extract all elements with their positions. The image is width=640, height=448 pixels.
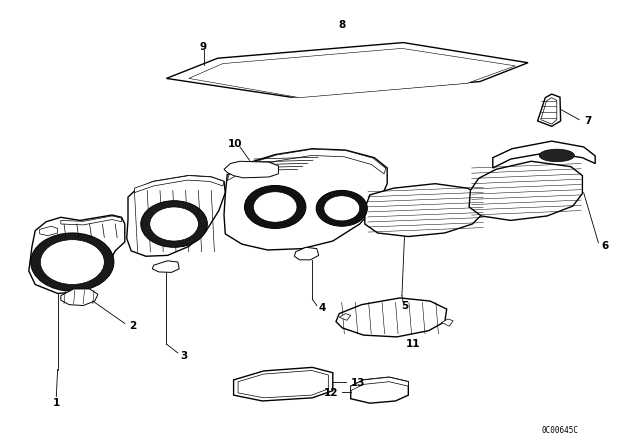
Polygon shape xyxy=(29,215,125,293)
Text: 5: 5 xyxy=(401,301,408,310)
Circle shape xyxy=(316,190,367,226)
Ellipse shape xyxy=(539,149,575,162)
Circle shape xyxy=(324,196,360,221)
Polygon shape xyxy=(538,94,561,126)
Circle shape xyxy=(31,233,114,291)
Circle shape xyxy=(150,207,198,241)
Polygon shape xyxy=(294,247,319,260)
Text: 0C00645C: 0C00645C xyxy=(541,426,579,435)
Text: 9: 9 xyxy=(200,42,207,52)
Polygon shape xyxy=(189,48,515,98)
Polygon shape xyxy=(127,176,225,256)
Polygon shape xyxy=(227,149,386,181)
Polygon shape xyxy=(61,216,122,225)
Polygon shape xyxy=(40,226,58,236)
Text: 10: 10 xyxy=(228,139,243,149)
Text: 12: 12 xyxy=(323,388,338,398)
Circle shape xyxy=(244,185,306,228)
Polygon shape xyxy=(541,98,557,124)
Text: 7: 7 xyxy=(584,116,592,126)
Text: 4: 4 xyxy=(319,303,326,313)
Text: 13: 13 xyxy=(351,378,365,388)
Circle shape xyxy=(141,201,207,247)
Text: 6: 6 xyxy=(602,241,609,250)
Polygon shape xyxy=(339,314,351,320)
Polygon shape xyxy=(134,176,224,193)
Text: 8: 8 xyxy=(339,20,346,30)
Polygon shape xyxy=(351,377,408,391)
Polygon shape xyxy=(365,184,485,237)
Text: 3: 3 xyxy=(180,351,188,361)
Polygon shape xyxy=(152,261,179,272)
Polygon shape xyxy=(493,141,595,168)
Text: 11: 11 xyxy=(406,339,420,349)
Polygon shape xyxy=(234,367,333,401)
Circle shape xyxy=(253,192,297,222)
Text: 2: 2 xyxy=(129,321,136,331)
Text: 1: 1 xyxy=(52,398,60,408)
Polygon shape xyxy=(224,161,278,178)
Polygon shape xyxy=(469,161,582,220)
Polygon shape xyxy=(442,319,453,326)
Polygon shape xyxy=(224,149,387,250)
Polygon shape xyxy=(336,298,447,337)
Polygon shape xyxy=(166,43,528,97)
Polygon shape xyxy=(238,370,328,398)
Circle shape xyxy=(40,240,104,284)
Polygon shape xyxy=(351,377,408,403)
Polygon shape xyxy=(61,289,98,306)
